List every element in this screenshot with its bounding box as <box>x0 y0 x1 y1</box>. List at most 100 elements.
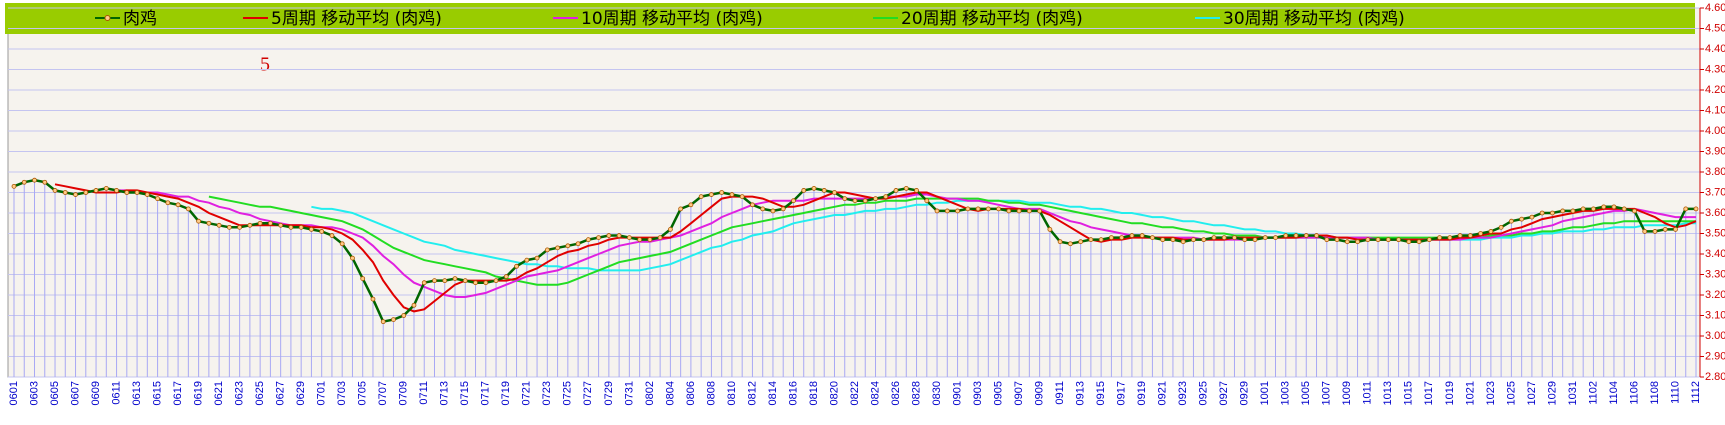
point <box>1580 206 1586 212</box>
point <box>1560 208 1566 214</box>
x-tick-label: 0615 <box>151 381 163 405</box>
point <box>1314 233 1319 238</box>
point <box>1191 237 1196 243</box>
x-tick-label: 0727 <box>582 381 594 405</box>
point <box>1098 237 1104 243</box>
y-tick-label: 4.20 <box>1705 84 1725 96</box>
point <box>411 302 417 308</box>
point <box>965 206 971 212</box>
x-tick-label: 1011 <box>1362 381 1374 405</box>
point <box>1252 237 1258 243</box>
point <box>1139 233 1145 238</box>
x-tick-label: 0905 <box>992 381 1004 405</box>
point <box>842 196 848 202</box>
point <box>667 226 673 232</box>
point <box>924 198 930 204</box>
point <box>268 220 273 226</box>
point <box>473 280 478 286</box>
y-tick-label: 3.60 <box>1705 207 1725 219</box>
point <box>1447 235 1453 241</box>
x-tick-label: 0723 <box>541 381 553 405</box>
point <box>1129 233 1135 238</box>
x-tick-label: 0806 <box>685 381 697 405</box>
x-tick-label: 0613 <box>131 381 143 405</box>
point <box>62 190 68 195</box>
point <box>914 188 919 193</box>
x-tick-label: 1025 <box>1505 381 1517 405</box>
x-tick-label: 0621 <box>213 381 225 405</box>
x-tick-label: 1021 <box>1464 381 1476 405</box>
point <box>1693 206 1699 212</box>
point <box>1478 231 1484 236</box>
y-tick-label: 4.60 <box>1705 2 1725 14</box>
point <box>1283 233 1289 238</box>
x-tick-label: 0607 <box>69 381 81 405</box>
x-tick-label: 0603 <box>28 381 40 405</box>
point <box>626 235 632 241</box>
point <box>739 194 745 200</box>
point <box>1662 226 1668 232</box>
point <box>678 206 684 212</box>
x-tick-label: 0627 <box>275 381 287 405</box>
point <box>175 202 181 208</box>
x-tick-label: 0715 <box>459 381 471 405</box>
x-tick-label: 1102 <box>1587 381 1599 405</box>
point <box>975 206 981 212</box>
point <box>1673 226 1678 232</box>
x-tick-label: 0802 <box>644 381 656 405</box>
point <box>52 188 58 193</box>
point <box>852 198 858 204</box>
point <box>565 243 571 249</box>
point <box>596 235 601 241</box>
point <box>698 194 704 200</box>
point <box>391 317 396 323</box>
point <box>21 179 27 185</box>
point <box>360 276 366 282</box>
point <box>1037 208 1043 214</box>
point <box>1683 206 1689 212</box>
x-tick-label: 0711 <box>418 381 430 405</box>
x-tick-label: 0927 <box>1218 381 1230 405</box>
point <box>575 241 581 247</box>
point <box>483 280 489 286</box>
x-tick-label: 0818 <box>808 381 820 405</box>
point <box>1519 216 1525 222</box>
legend-marker <box>104 15 111 21</box>
point <box>1006 208 1012 214</box>
point <box>1324 237 1330 243</box>
x-tick-label: 0919 <box>1136 381 1148 405</box>
y-tick-label: 4.00 <box>1705 125 1725 137</box>
point <box>1457 233 1463 238</box>
point <box>770 208 776 214</box>
point <box>93 188 99 193</box>
point <box>298 224 304 230</box>
point <box>1293 233 1299 238</box>
y-tick-label: 3.30 <box>1705 268 1725 280</box>
y-tick-label: 3.20 <box>1705 289 1725 301</box>
point <box>288 224 294 230</box>
x-tick-label: 0609 <box>90 381 102 405</box>
point <box>1611 204 1617 210</box>
x-tick-label: 1027 <box>1526 381 1538 405</box>
point <box>196 218 202 224</box>
y-tick-label: 3.40 <box>1705 248 1725 260</box>
y-tick-label: 4.10 <box>1705 104 1725 116</box>
point <box>114 188 119 193</box>
x-tick-label: 1110 <box>1669 381 1681 404</box>
point <box>11 183 17 189</box>
x-tick-label: 1001 <box>1259 381 1271 405</box>
x-tick-label: 0719 <box>500 381 512 405</box>
point <box>32 177 37 183</box>
point <box>1344 239 1350 245</box>
point <box>893 188 899 193</box>
point <box>185 206 191 212</box>
point <box>1508 218 1514 224</box>
point <box>206 220 212 226</box>
point <box>42 179 48 185</box>
point <box>1057 239 1063 245</box>
x-tick-label: 0808 <box>705 381 717 405</box>
point <box>1067 241 1073 247</box>
x-tick-label: 0709 <box>398 381 410 405</box>
x-tick-label: 1005 <box>1300 381 1312 405</box>
point <box>1232 235 1237 241</box>
